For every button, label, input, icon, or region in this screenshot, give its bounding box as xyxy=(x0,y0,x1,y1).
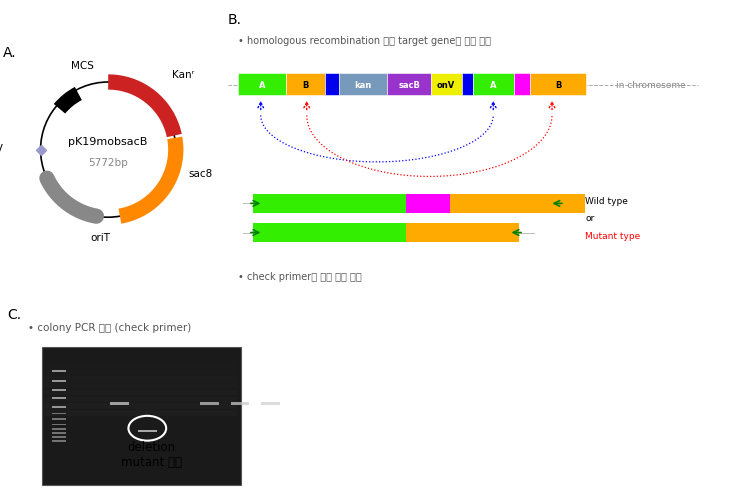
Bar xyxy=(238,74,286,96)
Text: • colony PCR 결과 (check primer): • colony PCR 결과 (check primer) xyxy=(28,323,191,333)
Text: C.: C. xyxy=(7,308,22,322)
Bar xyxy=(261,403,280,405)
Bar xyxy=(431,74,462,96)
Bar xyxy=(52,436,66,438)
Bar xyxy=(514,74,530,96)
Text: A: A xyxy=(259,80,266,89)
Bar xyxy=(52,389,66,391)
Text: pK19mobsacB: pK19mobsacB xyxy=(69,137,148,147)
Bar xyxy=(138,430,157,432)
Bar xyxy=(110,403,129,405)
Bar xyxy=(253,223,407,242)
Bar xyxy=(339,74,387,96)
Text: B: B xyxy=(555,80,561,89)
Bar xyxy=(46,390,237,395)
Text: sac8: sac8 xyxy=(188,169,212,179)
Text: Mutant type: Mutant type xyxy=(586,231,641,240)
Text: Kanʳ: Kanʳ xyxy=(172,70,195,80)
Text: 5772bp: 5772bp xyxy=(88,157,128,167)
Bar xyxy=(286,74,325,96)
Bar xyxy=(46,410,237,416)
Text: B.: B. xyxy=(228,13,242,27)
Bar xyxy=(42,348,241,484)
Text: MCS: MCS xyxy=(71,61,94,71)
Bar xyxy=(462,74,473,96)
Bar xyxy=(200,403,219,405)
Text: kan: kan xyxy=(354,80,372,89)
Bar xyxy=(52,428,66,430)
Bar xyxy=(52,398,66,400)
Text: • check primer를 통해 최종 확인: • check primer를 통해 최종 확인 xyxy=(238,272,362,282)
Text: A: A xyxy=(490,80,497,89)
Text: oriT: oriT xyxy=(90,232,110,242)
Wedge shape xyxy=(54,88,82,114)
Bar xyxy=(46,376,237,382)
Bar xyxy=(46,363,237,368)
Bar xyxy=(52,432,66,434)
Bar xyxy=(52,418,66,420)
Text: B: B xyxy=(302,80,309,89)
Bar xyxy=(52,380,66,382)
Text: sacB: sacB xyxy=(398,80,420,89)
Bar xyxy=(231,403,249,405)
Bar xyxy=(387,74,431,96)
Bar xyxy=(46,404,237,409)
Bar xyxy=(52,424,66,426)
Bar xyxy=(530,74,586,96)
Bar xyxy=(46,397,237,402)
Text: deletion
mutant 확인: deletion mutant 확인 xyxy=(121,440,182,468)
Bar xyxy=(52,413,66,415)
Text: A.: A. xyxy=(4,46,17,60)
Bar xyxy=(325,74,339,96)
Bar xyxy=(52,440,66,442)
Bar xyxy=(407,223,518,242)
Bar xyxy=(52,370,66,372)
Bar xyxy=(52,406,66,408)
Bar xyxy=(46,369,237,375)
Bar xyxy=(407,194,450,213)
Bar xyxy=(473,74,514,96)
Text: Wild type: Wild type xyxy=(586,196,628,205)
Text: oriV: oriV xyxy=(0,144,4,154)
Bar xyxy=(46,383,237,389)
Bar xyxy=(450,194,585,213)
Text: in chromosome: in chromosome xyxy=(616,80,686,89)
Text: onV: onV xyxy=(437,80,455,89)
Bar xyxy=(253,194,407,213)
Text: or: or xyxy=(586,214,595,223)
Text: • homologous recombination 통해 target gene의 삭제 유도: • homologous recombination 통해 target gen… xyxy=(238,36,491,46)
